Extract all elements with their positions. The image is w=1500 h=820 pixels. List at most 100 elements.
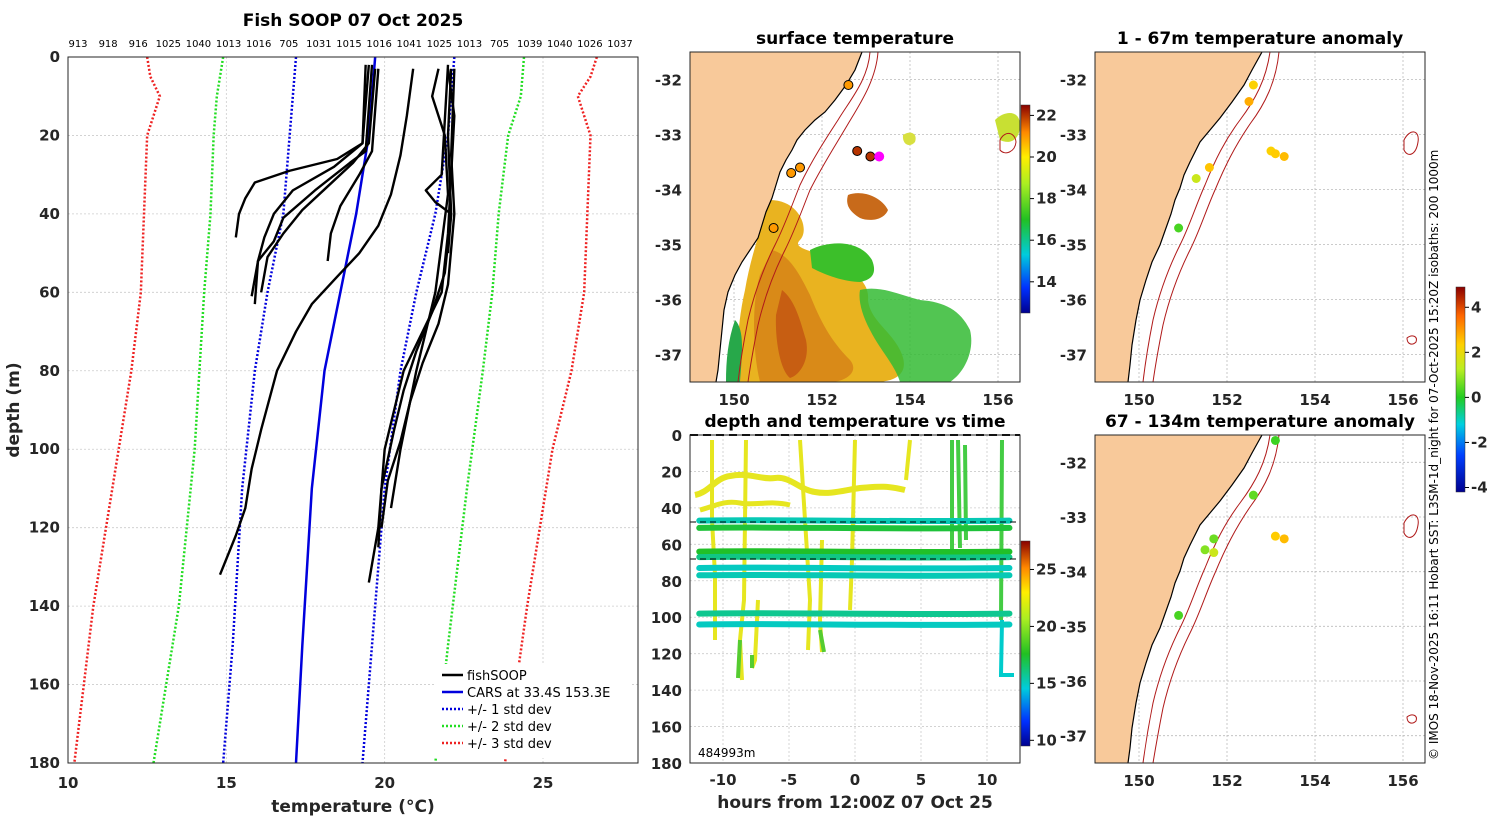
- anom1-ticks: 150 152 154 156 -32 -33 -34 -35 -36 -37: [1060, 72, 1419, 410]
- anom1-isobath-200: [1142, 52, 1271, 382]
- anom2-seamount: [1403, 514, 1419, 724]
- profile-ytick-label: 160: [29, 676, 60, 694]
- sst-stations: [768, 80, 885, 233]
- dt-depth-band: [696, 548, 1013, 556]
- sst-colorbar-label: 16: [1036, 231, 1057, 249]
- profile-top-label: 1040: [186, 39, 211, 50]
- dt-xtick-label: 5: [916, 771, 926, 789]
- dt-ytick-label: 160: [651, 719, 682, 737]
- sst-hot-core: [775, 290, 807, 378]
- anom2-grid: [1095, 435, 1425, 763]
- profile-top-label: 918: [99, 39, 118, 50]
- map-ytick-label: -32: [1060, 454, 1087, 472]
- dt-green-vert-right: [950, 439, 1004, 621]
- map-ytick-label: -36: [1060, 292, 1087, 310]
- sst-map-content: [690, 52, 1020, 382]
- profile-series-line: [221, 56, 298, 764]
- anom1-map-content: [1095, 52, 1425, 382]
- anomaly-colorbar-label: 2: [1471, 343, 1481, 361]
- anomaly-point: [1244, 97, 1254, 106]
- profile-ticks: 10 15 20 25 0 20 40 60 80 100 120 140 160 180: [29, 48, 554, 792]
- map-ytick-label: -32: [1060, 72, 1087, 90]
- dt-xtick-label: 0: [850, 771, 860, 789]
- dt-depth-band: [696, 610, 1013, 618]
- dt-depth-bands: [696, 517, 1013, 628]
- profile-ytick-label: 0: [50, 48, 60, 66]
- anom1-seamount: [1403, 131, 1419, 345]
- anomaly-point: [1174, 610, 1184, 620]
- map-xtick-label: 156: [1387, 391, 1418, 409]
- map-ytick-label: -33: [1060, 127, 1087, 145]
- profile-series-line: [73, 56, 162, 764]
- profile-series-line: [434, 56, 526, 764]
- dt-xtick-label: -5: [781, 771, 798, 789]
- profile-top-label: 1025: [156, 39, 181, 50]
- sst-isobath-200: [737, 52, 871, 382]
- dt-ytick-label: 120: [651, 646, 682, 664]
- profile-ytick-label: 40: [39, 205, 60, 223]
- legend-box: [434, 664, 632, 758]
- anomaly-point: [1279, 152, 1289, 161]
- dt-ytick-label: 40: [661, 500, 682, 518]
- map-xtick-label: 150: [718, 391, 749, 409]
- dt-green-verticals: [736, 629, 826, 679]
- anomaly-panel-2: 67 - 134m temperature anomaly 150 152 154 1…: [1060, 412, 1426, 790]
- profile-ylabel: depth (m): [4, 362, 24, 457]
- legend-label-std3: +/- 3 std dev: [467, 737, 552, 752]
- profile-top-label: 1039: [517, 39, 542, 50]
- fishsoop-profile: [259, 68, 377, 293]
- fishsoop-profile: [326, 68, 380, 262]
- sst-axes-box: [689, 51, 1021, 383]
- anomaly-point: [1200, 545, 1210, 555]
- anom1-isobath-1000: [1152, 52, 1280, 382]
- profile-top-label: 1016: [366, 39, 391, 50]
- anomaly-point: [1174, 223, 1184, 233]
- profile-ytick-label: 80: [39, 362, 60, 380]
- profile-ytick-label: 60: [39, 283, 60, 301]
- fishsoop-profile: [424, 64, 453, 254]
- dt-colorbar-label: 25: [1036, 560, 1057, 578]
- sst-isobath-1000: [747, 52, 879, 382]
- map-xtick-label: 154: [1299, 391, 1330, 409]
- sst-map-panel: surface temperature 150 152 154 156 -32 -33 -3…: [655, 29, 1057, 409]
- profile-top-label: 1037: [607, 39, 632, 50]
- profile-panel: Fish SOOP 07 Oct 2025 913 918 916 1025 1040 1…: [4, 11, 639, 817]
- sst-station-marker: [786, 168, 797, 178]
- dt-colorbar: [1020, 540, 1031, 747]
- anomaly-panel-1: 1 - 67m temperature anomaly 150 152 154 156…: [1060, 29, 1426, 410]
- anom1-coastline: [1127, 52, 1263, 382]
- fishsoop-profile: [253, 64, 371, 305]
- sst-green-patch-1: [810, 243, 875, 282]
- anomaly-point: [1204, 163, 1214, 172]
- dt-depth-band: [696, 621, 1013, 628]
- legend-label-cars: CARS at 33.4S 153.3E: [467, 686, 610, 701]
- map-ytick-label: -36: [655, 292, 682, 310]
- dt-depth-band: [696, 571, 1013, 579]
- map-xtick-label: 156: [982, 391, 1013, 409]
- fishsoop-profile: [377, 68, 453, 548]
- dt-ytick-label: 60: [661, 536, 682, 554]
- dt-xlabel: hours from 12:00Z 07 Oct 25: [717, 793, 993, 813]
- anomaly-point: [1270, 531, 1280, 541]
- depth-time-panel: depth and temperature vs time 484993m -1…: [651, 412, 1057, 813]
- map-xtick-label: 150: [1123, 772, 1154, 790]
- anom2-isobath-200: [1142, 435, 1271, 763]
- anomaly-colorbar-label: 0: [1471, 388, 1481, 406]
- map-ytick-label: -33: [1060, 509, 1087, 527]
- anomaly-colorbar-label: -2: [1471, 433, 1488, 451]
- sst-colorbar-label: 22: [1036, 106, 1057, 124]
- anomaly-point: [1270, 149, 1280, 159]
- map-ytick-label: -34: [1060, 564, 1087, 582]
- anom1-title: 1 - 67m temperature anomaly: [1117, 29, 1403, 49]
- sst-station-marker: [852, 146, 863, 156]
- sst-title: surface temperature: [756, 29, 954, 49]
- profile-top-label: 1013: [457, 39, 482, 50]
- profile-legend: fishSOOP CARS at 33.4S 153.3E +/- 1 std …: [434, 664, 632, 758]
- sst-coastal-green: [726, 320, 743, 382]
- anomaly-point: [1209, 548, 1219, 558]
- sst-orange-patch: [847, 193, 888, 220]
- map-xtick-label: 154: [1299, 772, 1330, 790]
- sst-colorbar-ticks: 14 16 18 20 22: [1030, 106, 1057, 291]
- dt-ytick-label: 80: [661, 573, 682, 591]
- fishsoop-profile: [218, 68, 415, 576]
